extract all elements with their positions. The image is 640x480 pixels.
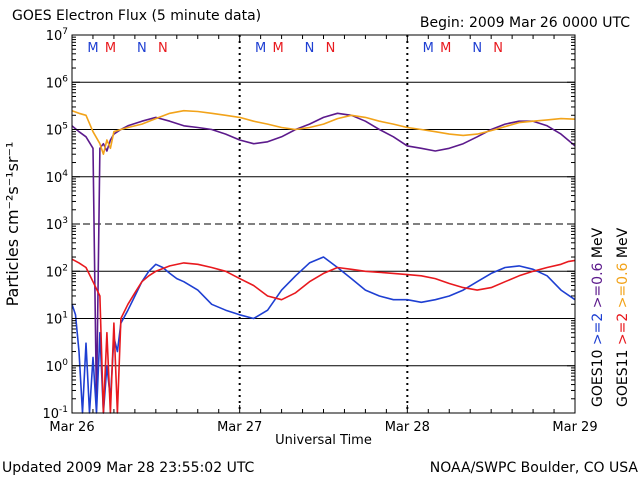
legend-text: >=0.6 — [615, 262, 631, 312]
y-tick-label: 101 — [46, 311, 68, 328]
y-tick-label: 105 — [46, 122, 68, 139]
legend-text: MeV — [590, 227, 606, 262]
mn-marker-label: M — [255, 41, 266, 56]
mn-marker-label: N — [472, 41, 482, 56]
series-line — [71, 112, 576, 406]
legend-entry: GOES10 >=2 >=0.6 MeV — [590, 227, 606, 407]
plot-frame — [71, 34, 576, 414]
mn-marker-label: N — [326, 41, 336, 56]
mn-marker-label: M — [87, 41, 98, 56]
legend-text: GOES11 — [615, 350, 631, 407]
series-line — [71, 258, 576, 414]
y-tick-label: 104 — [46, 169, 69, 186]
y-axis-label: Particles cm⁻²s⁻¹sr⁻¹ — [3, 142, 22, 307]
series-line — [71, 256, 576, 414]
mn-marker-label: M — [272, 41, 283, 56]
legend-text: >=2 — [590, 313, 606, 350]
grid-layer — [72, 35, 575, 413]
mn-marker-label: N — [305, 41, 315, 56]
chart-title: GOES Electron Flux (5 minute data) — [12, 8, 262, 24]
x-axis-label: Universal Time — [275, 433, 372, 448]
legend-text: GOES10 — [590, 350, 606, 407]
legend-text: >=2 — [615, 313, 631, 350]
y-tick-label: 106 — [46, 74, 69, 91]
mn-marker-label: M — [105, 41, 116, 56]
mn-marker-label: N — [158, 41, 168, 56]
legend-entry: GOES11 >=2 >=0.6 MeV — [615, 227, 631, 407]
y-tick-label: 10-1 — [42, 405, 68, 422]
x-tick-label: Mar 27 — [217, 420, 262, 435]
x-tick-label: Mar 29 — [552, 420, 597, 435]
begin-time: Begin: 2009 Mar 26 0000 UTC — [419, 15, 630, 31]
x-tick-label: Mar 28 — [385, 420, 430, 435]
y-tick-label: 103 — [46, 216, 68, 233]
mn-marker-label: N — [137, 41, 147, 56]
y-tick-label: 100 — [46, 358, 69, 375]
tick-layer: 10-1 100 101 102 103 104 105 106 107 Mar 26 Mar 27… — [42, 27, 597, 435]
updated-time: Updated 2009 Mar 28 23:55:02 UTC — [2, 460, 255, 476]
mn-marker-label: M — [440, 41, 451, 56]
y-tick-label: 107 — [46, 27, 68, 44]
series-layer — [71, 109, 576, 414]
series-line — [71, 109, 576, 155]
legend-text: MeV — [615, 227, 631, 262]
credit-text: NOAA/SWPC Boulder, CO USA — [429, 460, 638, 476]
mn-marker-label: M — [423, 41, 434, 56]
legend-text: >=0.6 — [590, 262, 606, 312]
x-tick-label: Mar 26 — [49, 420, 94, 435]
mn-marker-label: N — [493, 41, 503, 56]
y-tick-label: 102 — [46, 263, 68, 280]
